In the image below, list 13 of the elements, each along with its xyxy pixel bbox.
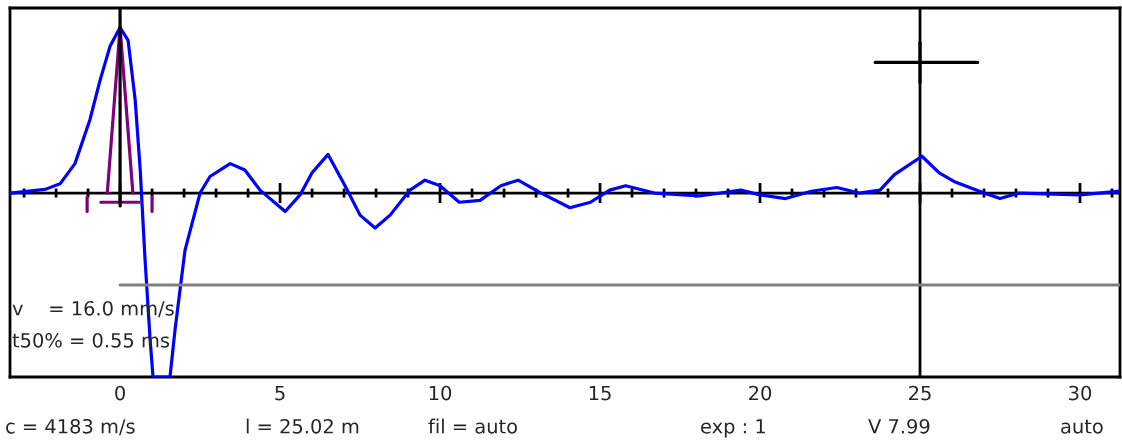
x-tick-label: 10 (429, 385, 452, 401)
text: auto (1061, 419, 1103, 434)
x-tick-label: 5 (275, 385, 285, 401)
text: fil = auto (428, 418, 517, 434)
text: V 7.99 (868, 418, 930, 434)
x-tick-label: 25 (909, 385, 931, 401)
text: l = 25.02 m (246, 418, 359, 434)
x-tick-label: 20 (749, 385, 772, 401)
text: c = 4183 m/s (6, 418, 135, 436)
x-tick-label: 0 (115, 385, 125, 401)
text: exp : 1 (701, 419, 765, 438)
x-tick-label: 30 (1069, 385, 1092, 401)
x-tick-label: 15 (589, 385, 611, 401)
